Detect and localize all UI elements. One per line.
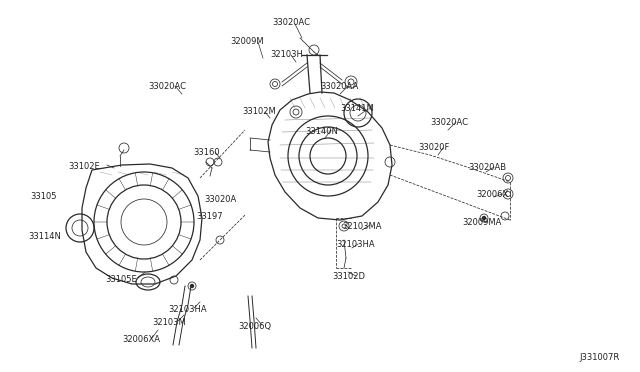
- Circle shape: [191, 285, 193, 288]
- Text: 33102M: 33102M: [242, 107, 276, 116]
- Text: 33020AA: 33020AA: [320, 82, 358, 91]
- Text: 33020AC: 33020AC: [148, 82, 186, 91]
- Text: 33197: 33197: [196, 212, 223, 221]
- Text: 32009MA: 32009MA: [462, 218, 501, 227]
- Text: 32103HA: 32103HA: [336, 240, 374, 249]
- Text: 33105E: 33105E: [105, 275, 137, 284]
- Text: 32103H: 32103H: [270, 50, 303, 59]
- Circle shape: [483, 217, 486, 219]
- Text: 33105: 33105: [30, 192, 56, 201]
- Text: 33141M: 33141M: [340, 104, 374, 113]
- Text: 33102E: 33102E: [68, 162, 100, 171]
- Text: 33020F: 33020F: [418, 143, 449, 152]
- Text: 33102D: 33102D: [332, 272, 365, 281]
- Text: 32006X: 32006X: [476, 190, 508, 199]
- Text: 32103MA: 32103MA: [342, 222, 381, 231]
- Text: 33020A: 33020A: [204, 195, 236, 204]
- Text: 33020AB: 33020AB: [468, 163, 506, 172]
- Text: 32006Q: 32006Q: [238, 322, 271, 331]
- Text: J331007R: J331007R: [580, 353, 620, 362]
- Text: 33160: 33160: [193, 148, 220, 157]
- Text: 32006XA: 32006XA: [122, 335, 160, 344]
- Text: 32103HA: 32103HA: [168, 305, 207, 314]
- Text: 33020AC: 33020AC: [272, 18, 310, 27]
- Text: 33114N: 33114N: [28, 232, 61, 241]
- Text: 33020AC: 33020AC: [430, 118, 468, 127]
- Text: 32103M: 32103M: [152, 318, 186, 327]
- Text: 33140N: 33140N: [305, 127, 338, 136]
- Text: 32009M: 32009M: [230, 37, 264, 46]
